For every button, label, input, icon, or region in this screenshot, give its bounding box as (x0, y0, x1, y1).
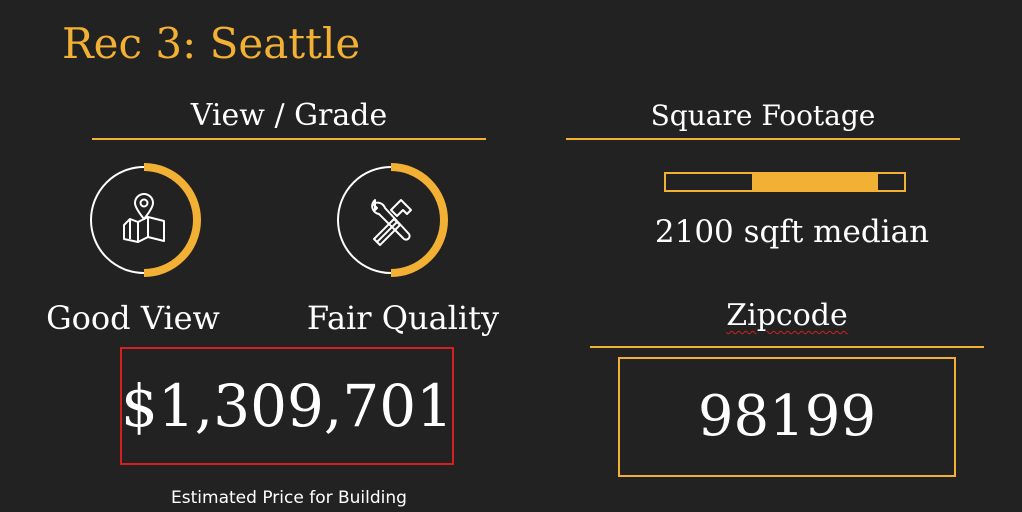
quality-label: Fair Quality (306, 299, 500, 337)
quality-ring (333, 162, 449, 282)
view-ring-graphic (90, 163, 201, 277)
zipcode-box: 98199 (618, 357, 956, 477)
view-ring (86, 162, 202, 282)
zipcode-heading-wrap: Zipcode (590, 296, 984, 336)
price-value: $1,309,701 (120, 372, 454, 440)
slide-title: Rec 3: Seattle (62, 19, 361, 68)
square-footage-heading: Square Footage (650, 99, 876, 132)
square-footage-label: 2100 sqft median (654, 214, 930, 250)
zipcode-rule (590, 346, 984, 348)
quality-ring-graphic (337, 163, 448, 277)
quality-ring-arc (390, 163, 448, 277)
map-pin-icon (123, 193, 165, 243)
view-grade-rule (92, 138, 486, 140)
square-footage-bar (664, 172, 906, 192)
square-footage-bar-fill (751, 174, 878, 190)
price-box: $1,309,701 (120, 347, 454, 465)
view-ring-arc (143, 163, 201, 277)
zipcode-value: 98199 (697, 384, 877, 449)
tools-icon (371, 199, 412, 246)
view-grade-heading: View / Grade (190, 98, 388, 133)
square-footage-rule (566, 138, 960, 140)
price-caption: Estimated Price for Building (171, 488, 407, 508)
zipcode-heading: Zipcode (726, 298, 848, 333)
view-label: Good View (46, 299, 220, 337)
